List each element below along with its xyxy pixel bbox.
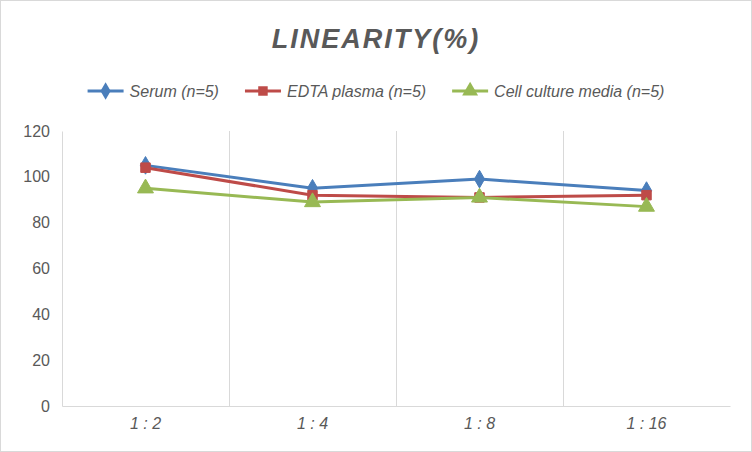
chart-frame (1, 1, 752, 452)
legend-marker (462, 82, 478, 96)
y-tick: 40 (32, 306, 62, 323)
series-marker (472, 188, 488, 202)
legend-item: EDTA plasma (n=5) (245, 83, 426, 100)
y-tick-label: 0 (41, 398, 50, 415)
series-marker (639, 197, 655, 211)
grid-line (396, 131, 397, 406)
y-tick: 80 (32, 214, 62, 231)
series-marker (140, 157, 150, 175)
legend-item: Serum (n=5) (88, 82, 219, 100)
y-tick-label: 60 (32, 260, 50, 277)
legend-item: Cell culture media (n=5) (452, 82, 664, 100)
y-tick-label: 100 (23, 168, 50, 185)
legend-label: EDTA plasma (n=5) (287, 83, 426, 100)
grid-line (563, 131, 564, 406)
x-axis: 1 : 2 1 : 4 1 : 8 1 : 16 (63, 406, 731, 432)
series-marker (138, 179, 154, 193)
x-tick-label: 1 : 8 (464, 415, 495, 432)
x-tick: 1 : 16 (626, 406, 666, 432)
x-tick-label: 1 : 16 (626, 415, 666, 432)
y-tick: 120 (23, 123, 62, 140)
legend-marker (258, 86, 267, 95)
x-tick: 1 : 8 (464, 406, 495, 432)
y-axis-line (62, 132, 63, 407)
y-tick-label: 80 (32, 214, 50, 231)
legend-label: Cell culture media (n=5) (494, 83, 664, 100)
y-axis: 0 20 40 60 80 100 120 (23, 123, 62, 415)
y-tick-label: 120 (23, 123, 50, 140)
series-line (146, 165, 647, 190)
x-tick-label: 1 : 2 (130, 415, 161, 432)
y-tick-label: 20 (32, 352, 50, 369)
series-marker (141, 163, 150, 172)
legend: Serum (n=5) EDTA plasma (n=5) Cell culture… (88, 82, 665, 100)
y-tick: 100 (23, 168, 62, 185)
title: LINEARITY(%) (272, 24, 481, 54)
x-tick-label: 1 : 4 (297, 415, 328, 432)
series-marker (474, 170, 484, 188)
series-line (146, 188, 647, 206)
legend-marker (100, 82, 110, 100)
chart: LINEARITY(%)0204060801001201 : 21 : 41 :… (0, 0, 752, 452)
plot-area (138, 157, 655, 212)
grid (230, 131, 564, 406)
legend-label: Serum (n=5) (130, 83, 219, 100)
y-tick: 20 (32, 352, 62, 369)
series-marker (305, 193, 321, 207)
y-tick: 0 (41, 398, 62, 415)
x-tick: 1 : 2 (130, 406, 161, 432)
x-tick: 1 : 4 (297, 406, 328, 432)
y-tick: 60 (32, 260, 62, 277)
grid-line (229, 131, 230, 406)
y-tick-label: 40 (32, 306, 50, 323)
x-axis-line (63, 406, 731, 407)
